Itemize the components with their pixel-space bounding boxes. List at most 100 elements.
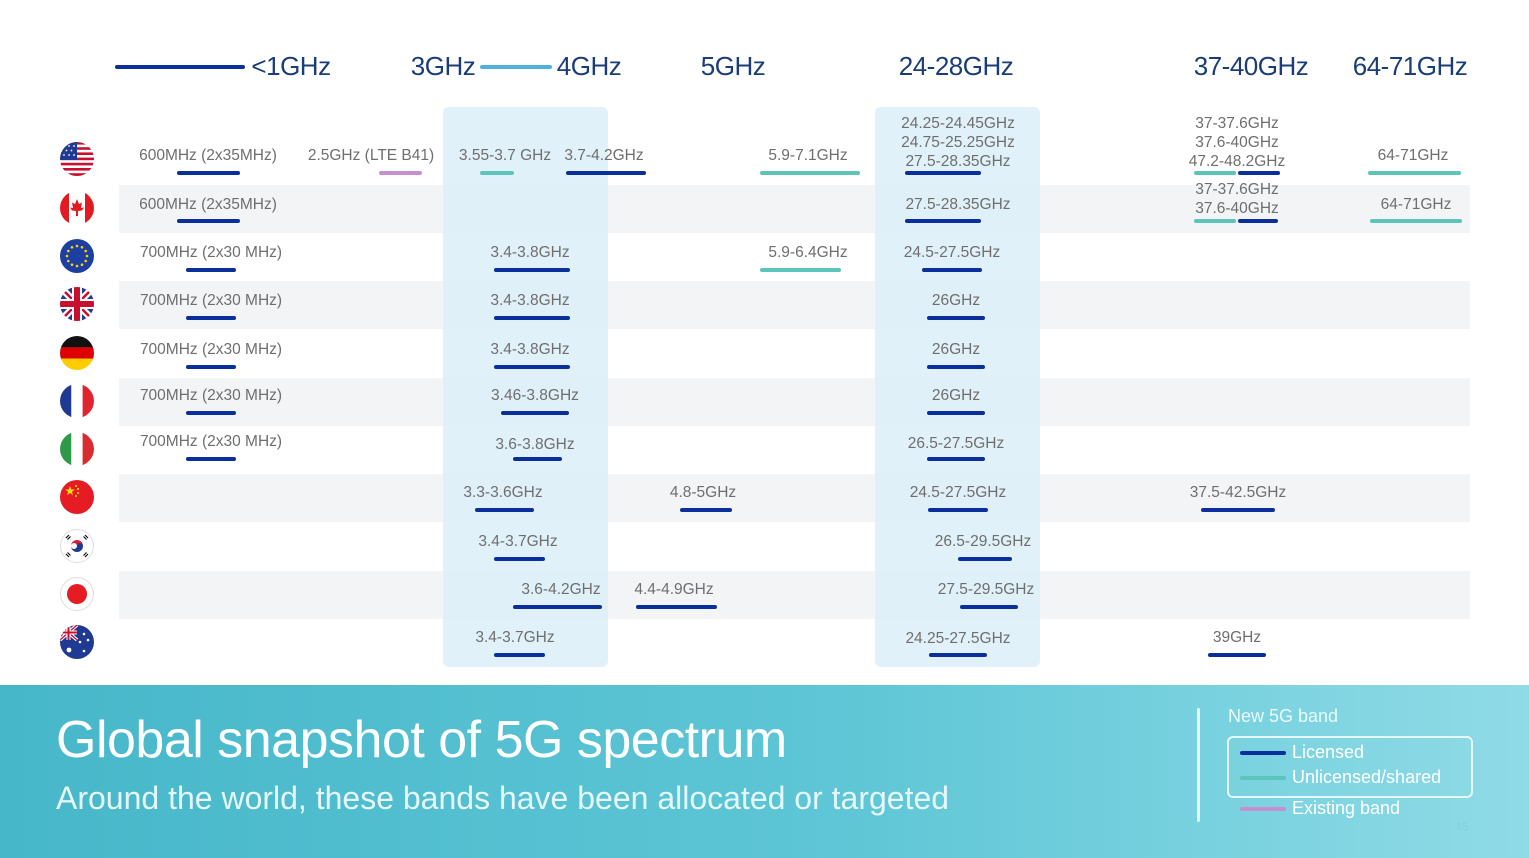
australia-flag-icon xyxy=(60,625,94,659)
band-label: 3.4-3.8GHz xyxy=(490,244,570,261)
header-label-sub1ghz: <1GHz xyxy=(251,51,331,81)
row-stripe-china xyxy=(119,474,1470,522)
band-label: 3.4-3.8GHz xyxy=(490,341,570,358)
band-label: 3.7-4.2GHz xyxy=(564,147,644,164)
band-label: 3.4-3.8GHz xyxy=(490,292,570,309)
band-label: 24.75-25.25GHz xyxy=(901,134,1015,151)
header-label-5ghz: 5GHz xyxy=(700,51,766,81)
band-label: 26.5-29.5GHz xyxy=(934,533,1032,550)
band-bar-existing xyxy=(379,171,422,175)
row-stripe-france xyxy=(119,378,1470,426)
band-bar-licensed xyxy=(494,653,545,657)
band-label: 3.55-3.7 GHz xyxy=(458,147,552,164)
band-label: 2.5GHz (LTE B41) xyxy=(307,147,435,164)
frequency-axis xyxy=(115,65,1348,69)
band-bar-licensed xyxy=(177,219,240,223)
band-bar-licensed xyxy=(1238,171,1280,175)
band-label: 4.4-4.9GHz xyxy=(634,581,714,598)
band-label: 3.46-3.8GHz xyxy=(491,387,579,404)
band-bar-licensed xyxy=(1208,653,1266,657)
band-label: 37.6-40GHz xyxy=(1195,134,1279,151)
band-label: 37-37.6GHz xyxy=(1195,115,1279,132)
band-bar-licensed xyxy=(566,171,646,175)
band-bar-licensed xyxy=(929,653,987,657)
legend-box xyxy=(1227,736,1473,798)
header-label-4ghz: 4GHz xyxy=(556,51,622,81)
italy-flag-icon xyxy=(60,432,94,466)
band-label: 700MHz (2x30 MHz) xyxy=(139,433,283,450)
band-label: 24.25-27.5GHz xyxy=(905,630,1011,647)
page-title: Global snapshot of 5G spectrum xyxy=(56,711,787,769)
band-bar-licensed xyxy=(186,411,236,415)
germany-flag-icon xyxy=(60,336,94,370)
band-label: 3.4-3.7GHz xyxy=(475,629,555,646)
band-label: 26GHz xyxy=(931,341,981,358)
header-label-3ghz: 3GHz xyxy=(410,51,476,81)
row-stripe-japan xyxy=(119,571,1470,619)
band-bar-licensed xyxy=(494,365,570,369)
band-bar-licensed xyxy=(636,605,717,609)
legend-licensed-swatch xyxy=(1240,751,1286,755)
japan-flag-icon xyxy=(60,577,94,611)
band-label: 37.6-40GHz xyxy=(1195,200,1279,217)
legend-unlicensed-swatch xyxy=(1240,776,1286,780)
band-bar-licensed xyxy=(186,365,236,369)
legend-unlicensed-label: Unlicensed/shared xyxy=(1292,767,1442,787)
band-label: 3.6-4.2GHz xyxy=(521,581,601,598)
legend-heading: New 5G band xyxy=(1228,706,1339,726)
band-bar-licensed xyxy=(1238,219,1278,223)
south-korea-flag-icon xyxy=(60,529,94,563)
row-stripe-canada xyxy=(119,185,1470,233)
band-bar-licensed xyxy=(1201,508,1275,512)
band-bar-licensed xyxy=(958,557,1012,561)
band-label: 37.5-42.5GHz xyxy=(1189,484,1287,501)
band-bar-licensed xyxy=(501,411,569,415)
footer-divider xyxy=(1197,708,1200,822)
band-label: 5.9-7.1GHz xyxy=(768,147,848,164)
band-bar-licensed xyxy=(475,508,534,512)
band-label: 64-71GHz xyxy=(1380,196,1452,213)
legend-existing-label: Existing band xyxy=(1292,798,1401,818)
band-bar-licensed xyxy=(494,316,570,320)
legend-licensed-label: Licensed xyxy=(1292,742,1365,762)
band-label: 26GHz xyxy=(931,292,981,309)
column-highlight-mid-band xyxy=(443,107,608,667)
band-label: 24.5-27.5GHz xyxy=(909,484,1007,501)
band-bar-unlicensed xyxy=(1194,219,1236,223)
band-label: 39GHz xyxy=(1212,629,1262,646)
band-bar-licensed xyxy=(494,268,570,272)
band-label: 47.2-48.2GHz xyxy=(1188,153,1286,170)
band-bar-licensed xyxy=(186,316,236,320)
band-bar-licensed xyxy=(186,268,236,272)
band-bar-licensed xyxy=(922,268,982,272)
band-label: 600MHz (2x35MHz) xyxy=(139,196,277,213)
band-bar-licensed xyxy=(680,508,732,512)
band-label: 3.6-3.8GHz xyxy=(495,436,575,453)
band-bar-licensed xyxy=(494,557,545,561)
row-stripe-uk xyxy=(119,281,1470,329)
band-bar-licensed xyxy=(186,457,236,461)
band-label: 4.8-5GHz xyxy=(669,484,737,501)
france-flag-icon xyxy=(60,384,94,418)
band-label: 700MHz (2x30 MHz) xyxy=(139,341,283,358)
footer-banner xyxy=(0,685,1529,858)
canada-flag-icon xyxy=(60,191,94,225)
band-bar-licensed xyxy=(513,605,602,609)
band-bar-licensed xyxy=(905,219,981,223)
page-number: 15 xyxy=(1456,821,1469,833)
band-label: 600MHz (2x35MHz) xyxy=(139,147,277,164)
band-label: 700MHz (2x30 MHz) xyxy=(139,244,283,261)
band-bar-licensed xyxy=(928,508,988,512)
band-bar-unlicensed xyxy=(1370,219,1462,223)
header-label-37-40ghz: 37-40GHz xyxy=(1193,51,1309,81)
band-bar-licensed xyxy=(927,457,985,461)
band-bar-unlicensed xyxy=(760,171,860,175)
header-label-64-71ghz: 64-71GHz xyxy=(1352,51,1468,81)
page-subtitle: Around the world, these bands have been … xyxy=(56,780,950,816)
band-label: 27.5-29.5GHz xyxy=(937,581,1035,598)
band-bar-licensed xyxy=(927,411,985,415)
band-label: 3.4-3.7GHz xyxy=(478,533,558,550)
band-label: 5.9-6.4GHz xyxy=(768,244,848,261)
band-bar-licensed xyxy=(927,316,985,320)
